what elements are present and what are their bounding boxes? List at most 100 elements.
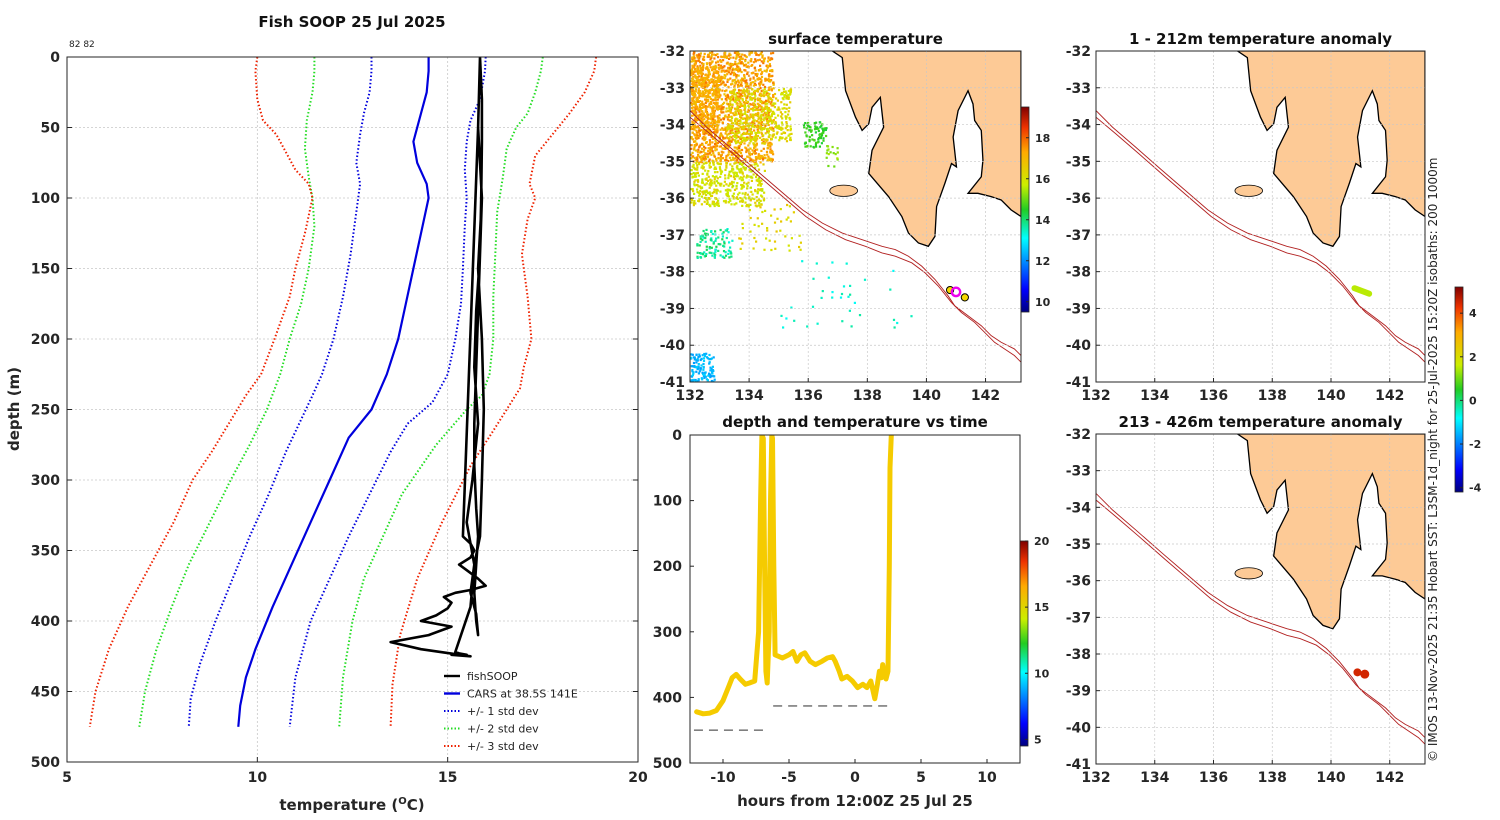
sst-pixel <box>716 86 719 89</box>
sst-pixel <box>716 129 719 132</box>
sst-pixel <box>698 133 701 136</box>
sst-pixel <box>698 55 701 59</box>
sst-pixel <box>765 114 768 118</box>
sst-pixel <box>785 317 788 320</box>
sst-pixel <box>735 56 738 59</box>
sst-pixel <box>711 99 714 102</box>
sst-pixel <box>725 156 728 159</box>
sst-pixel <box>803 126 806 129</box>
sst-pixel <box>714 129 717 132</box>
sst-pixel <box>694 75 697 78</box>
depth-time-content <box>693 435 894 732</box>
sst-pixel <box>758 204 761 207</box>
sst-pixel <box>691 120 694 123</box>
sst-pixel <box>705 245 708 248</box>
sst-pixel <box>731 131 734 134</box>
sst-pixel <box>712 375 715 378</box>
sst-pixel <box>827 148 830 151</box>
sst-pixel <box>831 291 834 294</box>
sst-pixel <box>709 97 713 100</box>
sst-pixel <box>712 356 715 359</box>
sst-pixel <box>760 203 763 206</box>
sst-pixel <box>753 97 756 100</box>
sst-pixel <box>764 79 767 82</box>
sst-pixel <box>724 128 727 131</box>
sst-pixel <box>746 187 749 190</box>
sst-pixel <box>713 166 717 169</box>
sst-pixel <box>849 293 852 296</box>
sst-pixel <box>738 237 741 240</box>
sst-pixel <box>704 191 707 194</box>
sst-pixel <box>822 139 825 142</box>
sst-pixel <box>747 90 750 93</box>
sst-pixel <box>701 118 704 121</box>
sst-pixel <box>717 199 720 202</box>
sst-pixel <box>769 119 772 123</box>
sst-pixel <box>734 110 737 113</box>
sst-pixel <box>702 105 705 109</box>
sst-pixel <box>756 102 759 105</box>
sst-pixel <box>712 145 715 148</box>
sst-pixel <box>736 127 739 130</box>
sst-pixel <box>693 91 696 94</box>
sst-pixel <box>731 126 734 129</box>
sst-pixel <box>779 229 782 232</box>
sst-pixel <box>749 136 752 139</box>
sst-pixel <box>772 94 775 97</box>
sst-pixel <box>699 108 702 111</box>
sst-pixel <box>805 134 808 137</box>
sst-pixel <box>756 72 759 76</box>
map-xtick-label: 138 <box>853 388 882 404</box>
sst-pixel <box>746 96 749 99</box>
sst-pixel <box>744 137 747 140</box>
sst-pixel <box>748 51 751 54</box>
depth-time-ytick-label: 300 <box>653 625 682 641</box>
sst-pixel <box>708 358 711 361</box>
sst-pixel <box>711 87 714 90</box>
sst-pixel <box>826 145 830 148</box>
sst-pixel <box>759 81 762 84</box>
sst-pixel <box>713 131 716 134</box>
sst-pixel <box>721 147 724 150</box>
sst-pixel <box>729 199 732 202</box>
sst-pixel <box>762 62 765 65</box>
sst-pixel <box>726 190 729 193</box>
sst-pixel <box>690 74 693 77</box>
profile-ytick-label: 250 <box>31 403 60 419</box>
map-xtick-label: 138 <box>1258 388 1287 404</box>
sst-pixel <box>783 103 786 106</box>
sst-pixel <box>695 60 698 63</box>
sst-pixel <box>715 175 718 178</box>
sst-pixel <box>711 88 714 91</box>
sst-pixel <box>782 87 785 90</box>
sst-pixel <box>729 53 732 56</box>
sst-pixel <box>716 76 719 79</box>
sst-pixel <box>739 101 742 104</box>
sst-pixel <box>698 83 701 86</box>
sst-pixel <box>735 146 738 149</box>
sst-pixel <box>709 149 712 153</box>
sst-pixel <box>727 113 730 117</box>
sst-pixel <box>744 121 747 124</box>
sst-pixel <box>722 81 725 84</box>
sst-pixel <box>765 64 768 67</box>
sst-pixel <box>728 142 732 145</box>
sst-pixel <box>724 177 727 180</box>
map-xtick-label: 134 <box>1140 388 1169 404</box>
sst-pixel <box>744 89 747 93</box>
sst-pixel <box>743 54 746 57</box>
sst-pixel <box>711 159 714 162</box>
sst-pixel <box>697 356 700 359</box>
sst-pixel <box>840 292 844 296</box>
sst-pixel <box>704 114 707 117</box>
sst-pixel <box>769 65 772 68</box>
sst-pixel <box>731 165 734 168</box>
sst-pixel <box>701 100 704 103</box>
sst-pixel <box>715 103 718 106</box>
sst-pixel <box>724 174 727 177</box>
sst-pixel <box>766 147 770 150</box>
sst-pixel <box>711 150 714 153</box>
sst-pixel <box>751 121 754 124</box>
sst-pixel <box>765 90 768 93</box>
sst-pixel <box>727 174 730 177</box>
